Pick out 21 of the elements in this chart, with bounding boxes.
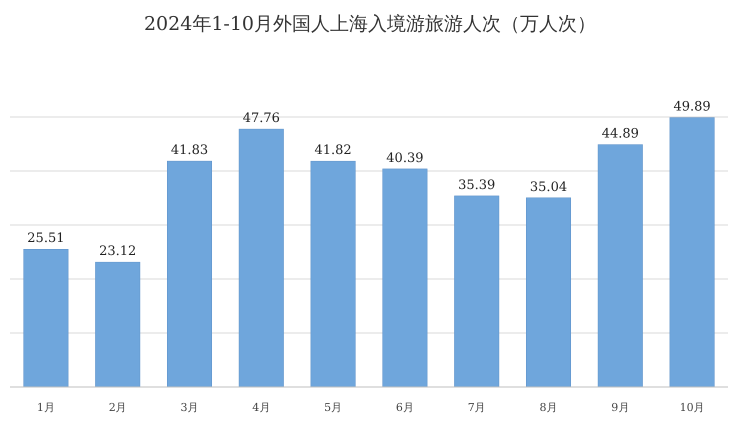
x-tick-label: 3月 — [180, 401, 198, 414]
x-tick-label: 10月 — [680, 401, 705, 414]
x-tick-label: 6月 — [396, 401, 414, 414]
data-label: 44.89 — [602, 126, 639, 142]
data-label: 35.04 — [530, 180, 568, 195]
x-tick-label: 7月 — [468, 401, 486, 414]
x-tick-label: 1月 — [36, 401, 55, 414]
data-label: 23.12 — [99, 244, 136, 260]
data-label: 35.39 — [458, 178, 496, 193]
title: 2024年1-10月外国人上海入境游旅游人次（万人次） — [144, 13, 596, 35]
x-tick-label: 5月 — [324, 401, 342, 414]
data-label: 41.82 — [314, 143, 352, 158]
data-label: 41.83 — [170, 143, 208, 158]
data-label: 49.89 — [673, 100, 711, 115]
data-label: 25.51 — [27, 231, 65, 246]
x-tick-label: 4月 — [252, 401, 270, 414]
data-label: 47.76 — [242, 111, 280, 126]
x-tick-label: 8月 — [540, 401, 558, 414]
x-tick-label: 2月 — [108, 401, 127, 414]
x-tick-label: 9月 — [611, 401, 630, 414]
data-label: 40.39 — [386, 150, 424, 166]
